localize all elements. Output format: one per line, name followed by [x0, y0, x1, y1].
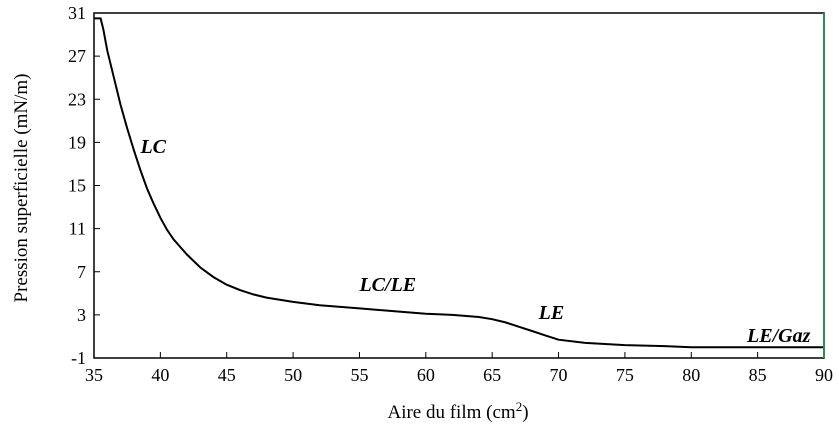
y-tick-label: 27	[68, 46, 86, 66]
x-tick-label: 80	[682, 365, 700, 385]
region-annotations: LC LC/LE LE LE/Gaz	[139, 136, 810, 347]
y-tick-label: 3	[77, 305, 86, 325]
y-tick-label: 19	[68, 132, 86, 152]
y-axis-label: Pression superficielle (mN/m)	[11, 73, 32, 302]
y-ticks: -1 3 7 11 15 19 23 27 31	[68, 3, 100, 368]
y-tick-label: 11	[69, 219, 86, 239]
x-tick-label: 70	[550, 365, 568, 385]
region-label: LE	[538, 302, 565, 324]
y-tick-label: -1	[71, 348, 86, 368]
x-axis-label: Aire du film (cm2)	[387, 399, 528, 423]
x-tick-label: 65	[483, 365, 501, 385]
x-tick-label: 45	[218, 365, 236, 385]
x-tick-label: 75	[616, 365, 634, 385]
y-tick-label: 23	[68, 89, 86, 109]
x-tick-label: 85	[749, 365, 767, 385]
region-label: LE/Gaz	[746, 325, 811, 347]
y-tick-label: 15	[68, 176, 86, 196]
pressure-area-curve	[94, 17, 824, 349]
plot-frame	[93, 12, 825, 359]
region-label: LC	[139, 136, 166, 158]
y-tick-label: 7	[77, 262, 86, 282]
x-tick-label: 55	[350, 365, 368, 385]
x-tick-label: 60	[417, 365, 435, 385]
x-tick-label: 50	[284, 365, 302, 385]
y-axis-title: Pression superficielle (mN/m)	[11, 73, 32, 302]
x-tick-label: 35	[85, 365, 103, 385]
y-tick-label: 31	[68, 3, 86, 23]
x-ticks: 35 40 45 50 55 60 65 70 75 80 85 90	[85, 352, 833, 385]
region-label: LC/LE	[358, 274, 416, 296]
x-axis-label-superscript: 2	[516, 399, 523, 414]
x-tick-label: 90	[815, 365, 833, 385]
x-tick-label: 40	[151, 365, 169, 385]
